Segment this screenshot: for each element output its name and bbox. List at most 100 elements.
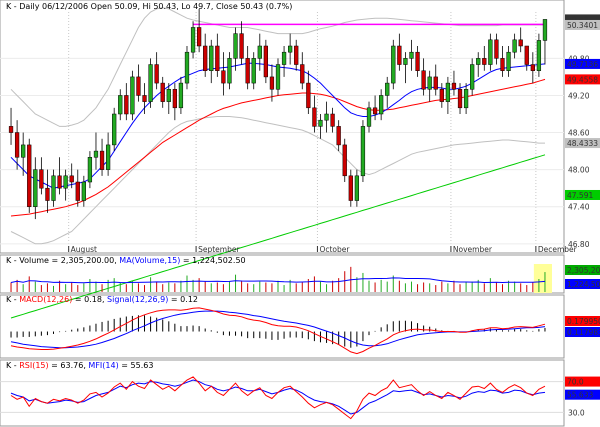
candle-body [342,144,347,177]
candle-body [421,70,426,90]
candle-body [245,58,250,84]
candle-body [251,58,256,84]
volume-badge-0-text: 2,305,200 [567,266,600,275]
ma-mid-line [10,78,546,217]
band-lower-line [10,116,545,245]
candle-body [172,89,177,109]
macd-line [10,307,546,355]
candle-body [178,82,184,109]
candle-body [190,27,196,53]
candle-body [93,150,99,158]
price-tick-label: 46.80 [568,240,590,249]
candle-body [524,45,529,65]
candle-body [209,45,214,71]
candle-body [542,19,548,41]
macd-value: = 0.18, [72,295,107,304]
candle-body [160,82,165,102]
volume-highlight-box [533,264,552,293]
macd-lines [10,307,546,355]
volume-ma-legend: MA(Volume,15) [119,256,180,265]
candle-body [81,181,86,201]
candle-body [470,64,475,90]
grid-lines [0,12,564,252]
candle-body [445,82,451,102]
price-badge-2: 49.7136 [565,58,600,69]
rsi-legend: RSI(15) [19,361,48,370]
price-tick-label: 47.40 [568,203,590,212]
price-tick-label: 49.20 [568,91,590,100]
macd-legend: MACD(12,26) [19,295,72,304]
candle-body [391,45,396,84]
candle-body [336,126,341,146]
candle-body [269,76,275,90]
candle-body [324,113,329,121]
price-badge-3-text: 49.4558 [567,75,598,84]
macd-badge-0-text: 0.179950 [567,317,600,326]
candle-body [397,45,402,65]
candle-body [360,126,366,177]
volume-badge-1-text: 1,224,502 [567,280,600,289]
candle-body [75,181,80,201]
candle-body [142,95,147,102]
ma-long-line [10,154,546,319]
candle-body [409,51,414,59]
candle-body [87,157,93,183]
candle-body [488,39,493,65]
candle-body [27,144,32,207]
candle-body [530,64,535,71]
rsi-lines [0,376,564,420]
axis-labels: August September October November December46… [71,54,590,254]
rsi-badge-0: 70.0 [565,376,600,387]
candle-body [379,95,384,115]
macd-badge-1-bg [565,327,600,337]
price-badge-1-text: 50.3401 [567,21,598,30]
candle-body [372,107,378,115]
candle-body [196,27,202,47]
candle-body [281,51,287,65]
macd-badge-1: 0.117983 [565,327,600,337]
volume-panel-title: K - Volume = 2,305,200.00, MA(Volume,15)… [6,256,246,265]
volume-ma-value: = 1,224,502.50 [180,256,245,265]
month-label: November [453,245,493,254]
candle-body [318,119,323,127]
candle-body [118,95,123,115]
price-badge-4-text: 48.4333 [567,139,598,148]
candle-body [203,45,208,71]
candle-body [57,175,62,189]
price-badge-2-text: 49.7136 [567,60,598,69]
macd-label-prefix: K - [6,295,19,304]
macd-panel-title: K - MACD(12,26) = 0.18, Signal(12,26,9) … [6,295,198,304]
candle-body [33,169,38,207]
candle-body [166,89,171,102]
candle-body [275,64,281,90]
candle-body [99,150,105,170]
candle-body [476,58,481,65]
price-badge-2-bg [565,58,600,69]
rsi-badge-0-bg [565,376,600,387]
macd-badge-1-text: 0.117983 [567,328,600,337]
rsi-badge-1: 55.633 [565,389,600,400]
price-panel-frame [0,0,565,254]
candle-body [105,144,111,170]
rsi-label-prefix: K - [6,361,19,370]
candle-body [215,45,220,71]
rsi-badge-0-text: 70.0 [567,378,584,387]
candle-body [294,45,299,65]
candle-body [536,40,542,71]
candle-body [500,58,505,71]
candle-body [148,64,153,102]
candle-body [233,33,238,59]
volume-ma-line [10,277,546,284]
price-tick-label: 49.80 [568,54,590,63]
candle-body [257,45,262,59]
candle-body [433,76,438,90]
volume-bars [10,264,552,293]
price-badge-0: 50.43 [565,14,600,25]
price-tick-label: 48.00 [568,166,590,175]
candle-body [221,70,226,84]
candle-body [512,39,517,53]
macd-signal-value: = 0.12 [168,295,198,304]
candle-body [21,144,26,158]
macd-badge-0: 0.179950 [565,316,600,326]
